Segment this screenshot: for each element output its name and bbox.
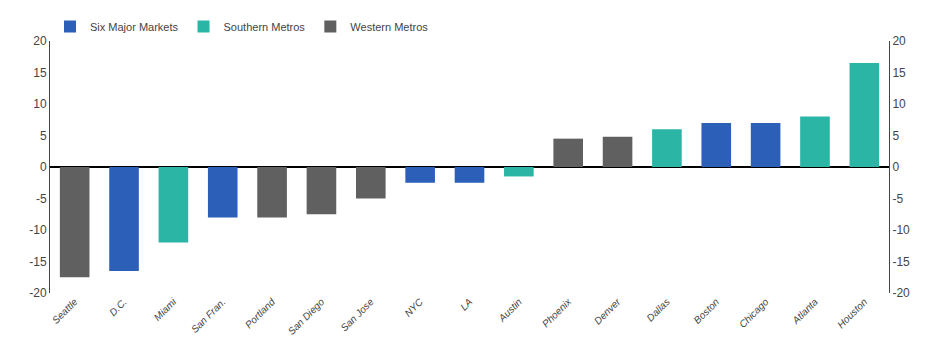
svg-text:-10: -10 <box>892 223 910 237</box>
svg-text:0: 0 <box>892 160 899 174</box>
svg-text:Dallas: Dallas <box>644 296 671 323</box>
svg-text:10: 10 <box>33 97 47 111</box>
svg-text:San Diego: San Diego <box>286 296 327 337</box>
svg-text:NYC: NYC <box>402 296 425 319</box>
svg-text:LA: LA <box>458 296 475 313</box>
svg-text:-5: -5 <box>36 192 47 206</box>
svg-text:-5: -5 <box>892 192 903 206</box>
svg-text:15: 15 <box>33 66 47 80</box>
svg-text:Atlanta: Atlanta <box>789 296 820 327</box>
svg-text:15: 15 <box>892 66 906 80</box>
svg-text:5: 5 <box>892 129 899 143</box>
svg-text:Miami: Miami <box>152 296 179 323</box>
svg-text:-15: -15 <box>29 255 47 269</box>
svg-text:20: 20 <box>892 34 906 48</box>
svg-text:Southern Metros: Southern Metros <box>224 21 306 33</box>
svg-text:Portland: Portland <box>243 296 277 330</box>
svg-text:Boston: Boston <box>691 296 721 326</box>
svg-text:D.C.: D.C. <box>107 296 129 318</box>
svg-text:10: 10 <box>892 97 906 111</box>
svg-text:Austin: Austin <box>496 296 524 324</box>
svg-text:Western Metros: Western Metros <box>350 21 428 33</box>
svg-text:-20: -20 <box>892 286 910 300</box>
svg-text:-20: -20 <box>29 286 47 300</box>
svg-text:Houston: Houston <box>835 296 869 330</box>
svg-text:0: 0 <box>40 160 47 174</box>
svg-text:-15: -15 <box>892 255 910 269</box>
svg-text:Denver: Denver <box>592 296 623 327</box>
svg-text:Seattle: Seattle <box>50 296 80 326</box>
svg-text:5: 5 <box>40 129 47 143</box>
svg-text:Six Major Markets: Six Major Markets <box>90 21 179 33</box>
svg-text:20: 20 <box>33 34 47 48</box>
svg-text:Phoenix: Phoenix <box>540 295 574 329</box>
svg-text:Chicago: Chicago <box>737 296 771 330</box>
svg-text:San Jose: San Jose <box>338 296 376 334</box>
svg-text:San Fran.: San Fran. <box>189 296 228 335</box>
svg-text:-10: -10 <box>29 223 47 237</box>
